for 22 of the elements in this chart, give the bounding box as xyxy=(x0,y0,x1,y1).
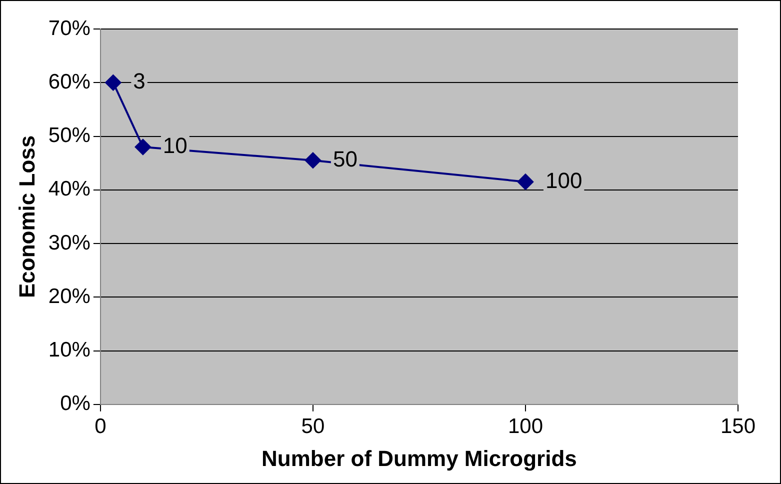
point xyxy=(105,74,122,91)
y-tick-label: 40% xyxy=(48,178,90,201)
point xyxy=(134,138,151,155)
y-axis-title: Economic Loss xyxy=(14,135,40,298)
x-tick-label: 150 xyxy=(720,414,756,438)
annotation: 3 xyxy=(133,68,146,94)
y-tick-label: 0% xyxy=(60,392,90,416)
y-tick-label: 20% xyxy=(48,284,90,308)
x-tick-label: 50 xyxy=(301,414,325,438)
y-tick-label: 10% xyxy=(48,338,90,362)
annotation: 50 xyxy=(332,146,358,172)
annotation: 10 xyxy=(162,133,188,158)
y-tick-label: 70% xyxy=(48,16,90,40)
x-tick-label: 100 xyxy=(508,414,543,438)
x-axis-title: Number of Dummy Microgrids xyxy=(262,446,577,471)
annotation: 100 xyxy=(545,168,582,193)
y-tick-label: 30% xyxy=(48,231,90,254)
y-tick-label: 60% xyxy=(48,70,90,94)
y-tick-label: 50% xyxy=(48,124,90,148)
point xyxy=(304,152,321,168)
point xyxy=(517,174,534,190)
x-tick-label: 0 xyxy=(94,414,106,438)
